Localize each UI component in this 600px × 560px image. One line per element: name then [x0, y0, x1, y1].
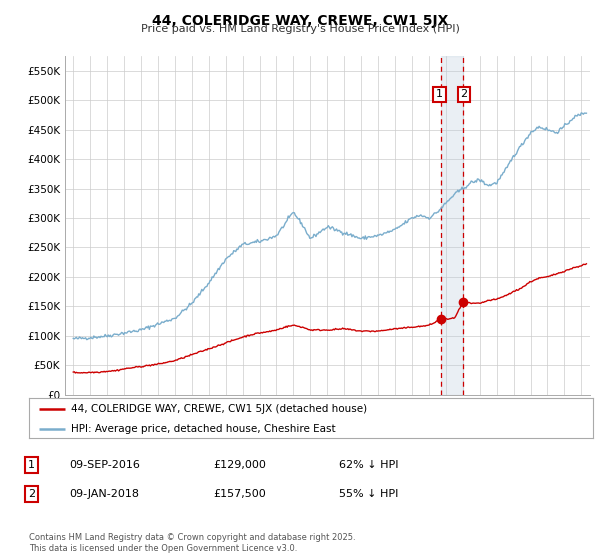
Text: HPI: Average price, detached house, Cheshire East: HPI: Average price, detached house, Ches…: [71, 424, 336, 434]
Text: 09-SEP-2016: 09-SEP-2016: [69, 460, 140, 470]
Text: 1: 1: [436, 89, 443, 99]
Text: Contains HM Land Registry data © Crown copyright and database right 2025.
This d: Contains HM Land Registry data © Crown c…: [29, 533, 355, 553]
Text: Price paid vs. HM Land Registry's House Price Index (HPI): Price paid vs. HM Land Registry's House …: [140, 24, 460, 34]
Text: 09-JAN-2018: 09-JAN-2018: [69, 489, 139, 499]
Text: 55% ↓ HPI: 55% ↓ HPI: [339, 489, 398, 499]
Text: 44, COLERIDGE WAY, CREWE, CW1 5JX (detached house): 44, COLERIDGE WAY, CREWE, CW1 5JX (detac…: [71, 404, 367, 414]
Text: £157,500: £157,500: [213, 489, 266, 499]
Bar: [440, 56, 463, 395]
Text: 1: 1: [28, 460, 35, 470]
Text: £129,000: £129,000: [213, 460, 266, 470]
Text: 62% ↓ HPI: 62% ↓ HPI: [339, 460, 398, 470]
Text: 2: 2: [461, 89, 468, 99]
Text: 44, COLERIDGE WAY, CREWE, CW1 5JX: 44, COLERIDGE WAY, CREWE, CW1 5JX: [152, 14, 448, 28]
Text: 2: 2: [28, 489, 35, 499]
